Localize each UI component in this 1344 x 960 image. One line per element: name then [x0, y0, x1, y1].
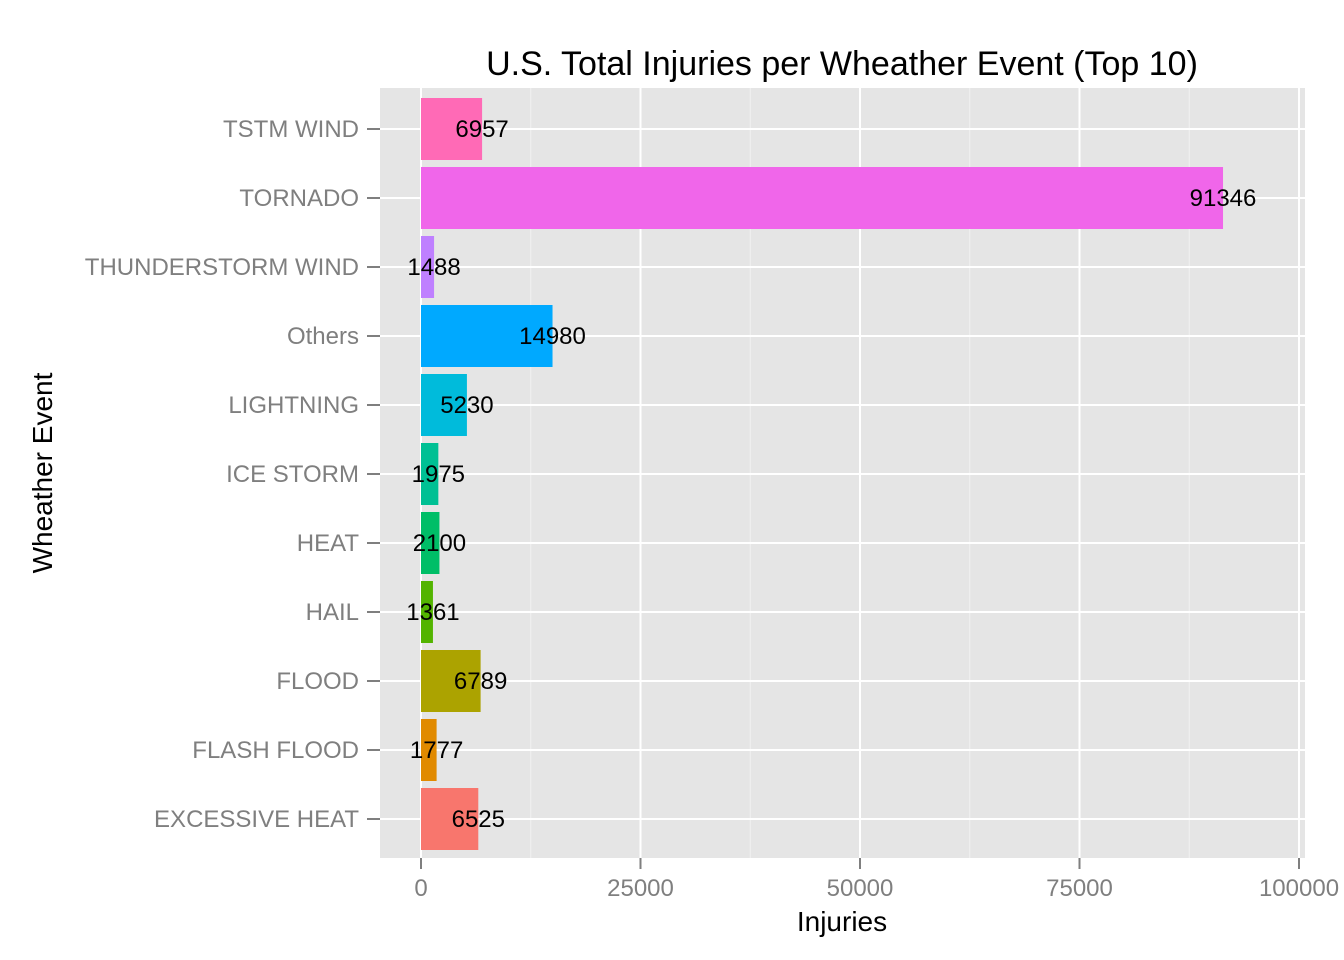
bar [421, 98, 483, 160]
x-tick-label: 25000 [607, 875, 674, 902]
bar [421, 167, 1224, 229]
bar [421, 236, 435, 298]
data-label: 6789 [454, 668, 507, 695]
y-tick-label: TSTM WIND [223, 116, 359, 143]
bar [421, 443, 439, 505]
y-tick-label: FLASH FLOOD [192, 737, 359, 764]
bar [421, 719, 437, 781]
y-tick-label: LIGHTNING [228, 392, 359, 419]
data-label: 1777 [410, 737, 463, 764]
x-tick-label: 75000 [1046, 875, 1113, 902]
bar [421, 512, 440, 574]
bar [421, 374, 467, 436]
data-label: 1975 [412, 461, 465, 488]
data-labels: 6525 1777 6789 1361 2100 1975 5230 14980 1488 913… [406, 116, 1256, 833]
y-tick-label: TORNADO [239, 185, 359, 212]
data-label: 1361 [406, 599, 459, 626]
data-label: 6525 [452, 806, 505, 833]
chart-title: U.S. Total Injuries per Wheather Event (… [486, 45, 1198, 83]
bar [421, 788, 479, 850]
data-label: 1488 [407, 254, 460, 281]
x-tick-label: 50000 [827, 875, 894, 902]
bar [421, 305, 553, 367]
bars [421, 98, 1224, 850]
y-tick-label: FLOOD [276, 668, 359, 695]
bar [421, 581, 433, 643]
data-label: 5230 [440, 392, 493, 419]
y-tick-label: THUNDERSTORM WIND [85, 254, 359, 281]
y-axis: EXCESSIVE HEAT FLASH FLOOD FLOOD HAIL HEAT IC… [85, 116, 380, 833]
y-tick-label: EXCESSIVE HEAT [154, 806, 359, 833]
data-label: 14980 [519, 323, 586, 350]
data-label: 91346 [1190, 185, 1257, 212]
bar [421, 650, 481, 712]
y-axis-title: Wheather Event [27, 372, 58, 573]
y-tick-label: HAIL [306, 599, 359, 626]
data-label: 2100 [413, 530, 466, 557]
data-label: 6957 [455, 116, 508, 143]
y-tick-label: Others [287, 323, 359, 350]
x-axis: 0 25000 50000 75000 100000 [414, 858, 1339, 902]
y-tick-label: ICE STORM [226, 461, 359, 488]
x-tick-label: 0 [414, 875, 427, 902]
x-axis-title: Injuries [797, 906, 887, 937]
y-tick-label: HEAT [297, 530, 360, 557]
x-tick-label: 100000 [1259, 875, 1339, 902]
